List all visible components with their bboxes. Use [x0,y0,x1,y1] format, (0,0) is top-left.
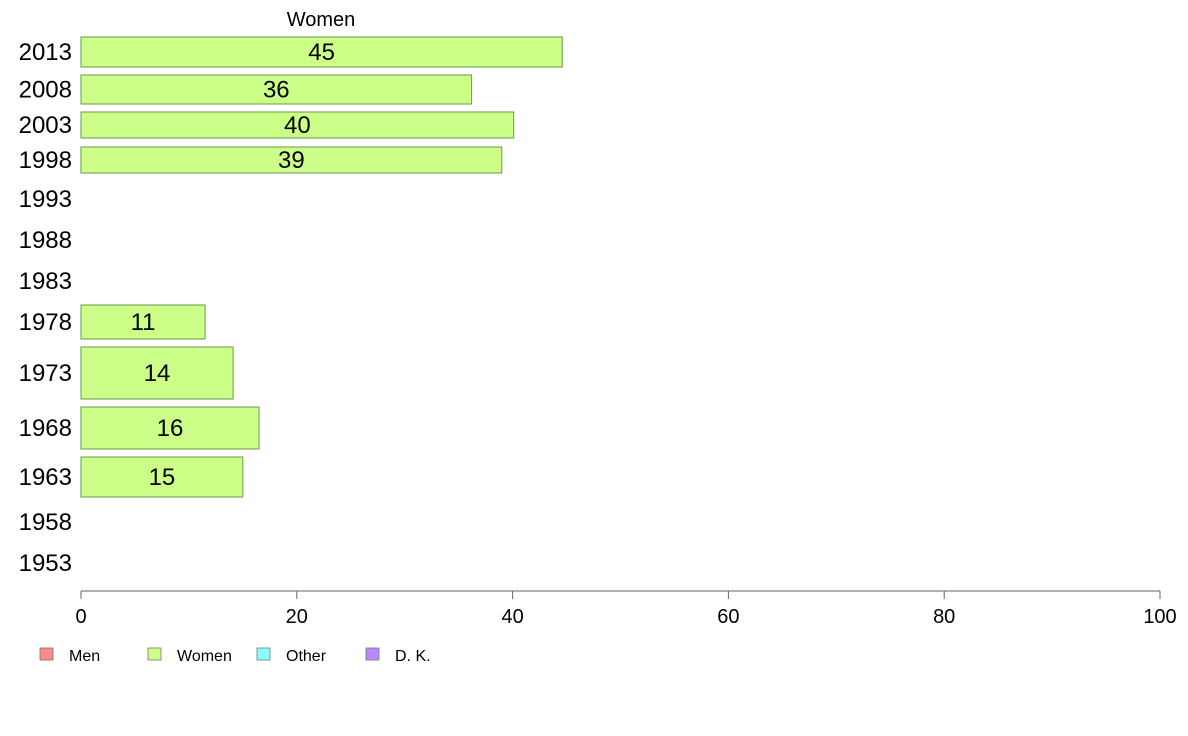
legend-swatch [365,647,380,661]
tick-label: 40 [501,606,523,628]
bar [80,111,515,139]
data-label: 40 [284,112,311,139]
category-label: 2008 [19,77,72,104]
legend-label: D. K. [395,648,431,665]
category-label: 1973 [19,360,72,387]
column-title: Women [287,9,356,31]
legend-label: Women [177,648,232,665]
tick-label: 100 [1143,606,1176,628]
legend-swatch [147,647,162,661]
legend-label: Men [69,648,100,665]
bar [80,406,260,450]
tick-label: 20 [286,606,308,628]
data-label: 39 [278,147,305,174]
legend-swatch [256,647,271,661]
tick-label: 60 [717,606,739,628]
x-axis: 0 20 40 60 80 100 [75,590,1177,628]
legend: Men Women Other D. K. [39,647,431,665]
category-label: 2003 [19,112,72,139]
data-label: 11 [131,309,156,336]
legend-swatch [39,647,54,661]
category-label: 1983 [19,268,72,295]
data-label: 16 [157,415,184,442]
bars-group: 45 36 40 39 11 14 16 15 [80,36,563,498]
category-label: 1968 [19,415,72,442]
tick-label: 0 [75,606,86,628]
category-label: 1958 [19,509,72,536]
category-label: 1953 [19,550,72,577]
category-labels: 2013 2008 2003 1998 1993 1988 1983 1978 1973 1968… [19,39,72,577]
bar [80,304,206,340]
bar [80,146,503,174]
bar [80,346,234,400]
bar [80,36,563,68]
data-label: 14 [144,360,171,387]
category-label: 1963 [19,464,72,491]
data-label: 36 [263,77,290,104]
tick-label: 80 [933,606,955,628]
bar [80,456,244,498]
category-label: 1978 [19,309,72,336]
category-label: 1993 [19,186,72,213]
data-label: 45 [308,39,335,66]
category-label: 2013 [19,39,72,66]
data-label: 15 [149,464,176,491]
bar [80,74,473,105]
category-label: 1998 [19,147,72,174]
legend-label: Other [286,648,327,665]
category-label: 1988 [19,227,72,254]
